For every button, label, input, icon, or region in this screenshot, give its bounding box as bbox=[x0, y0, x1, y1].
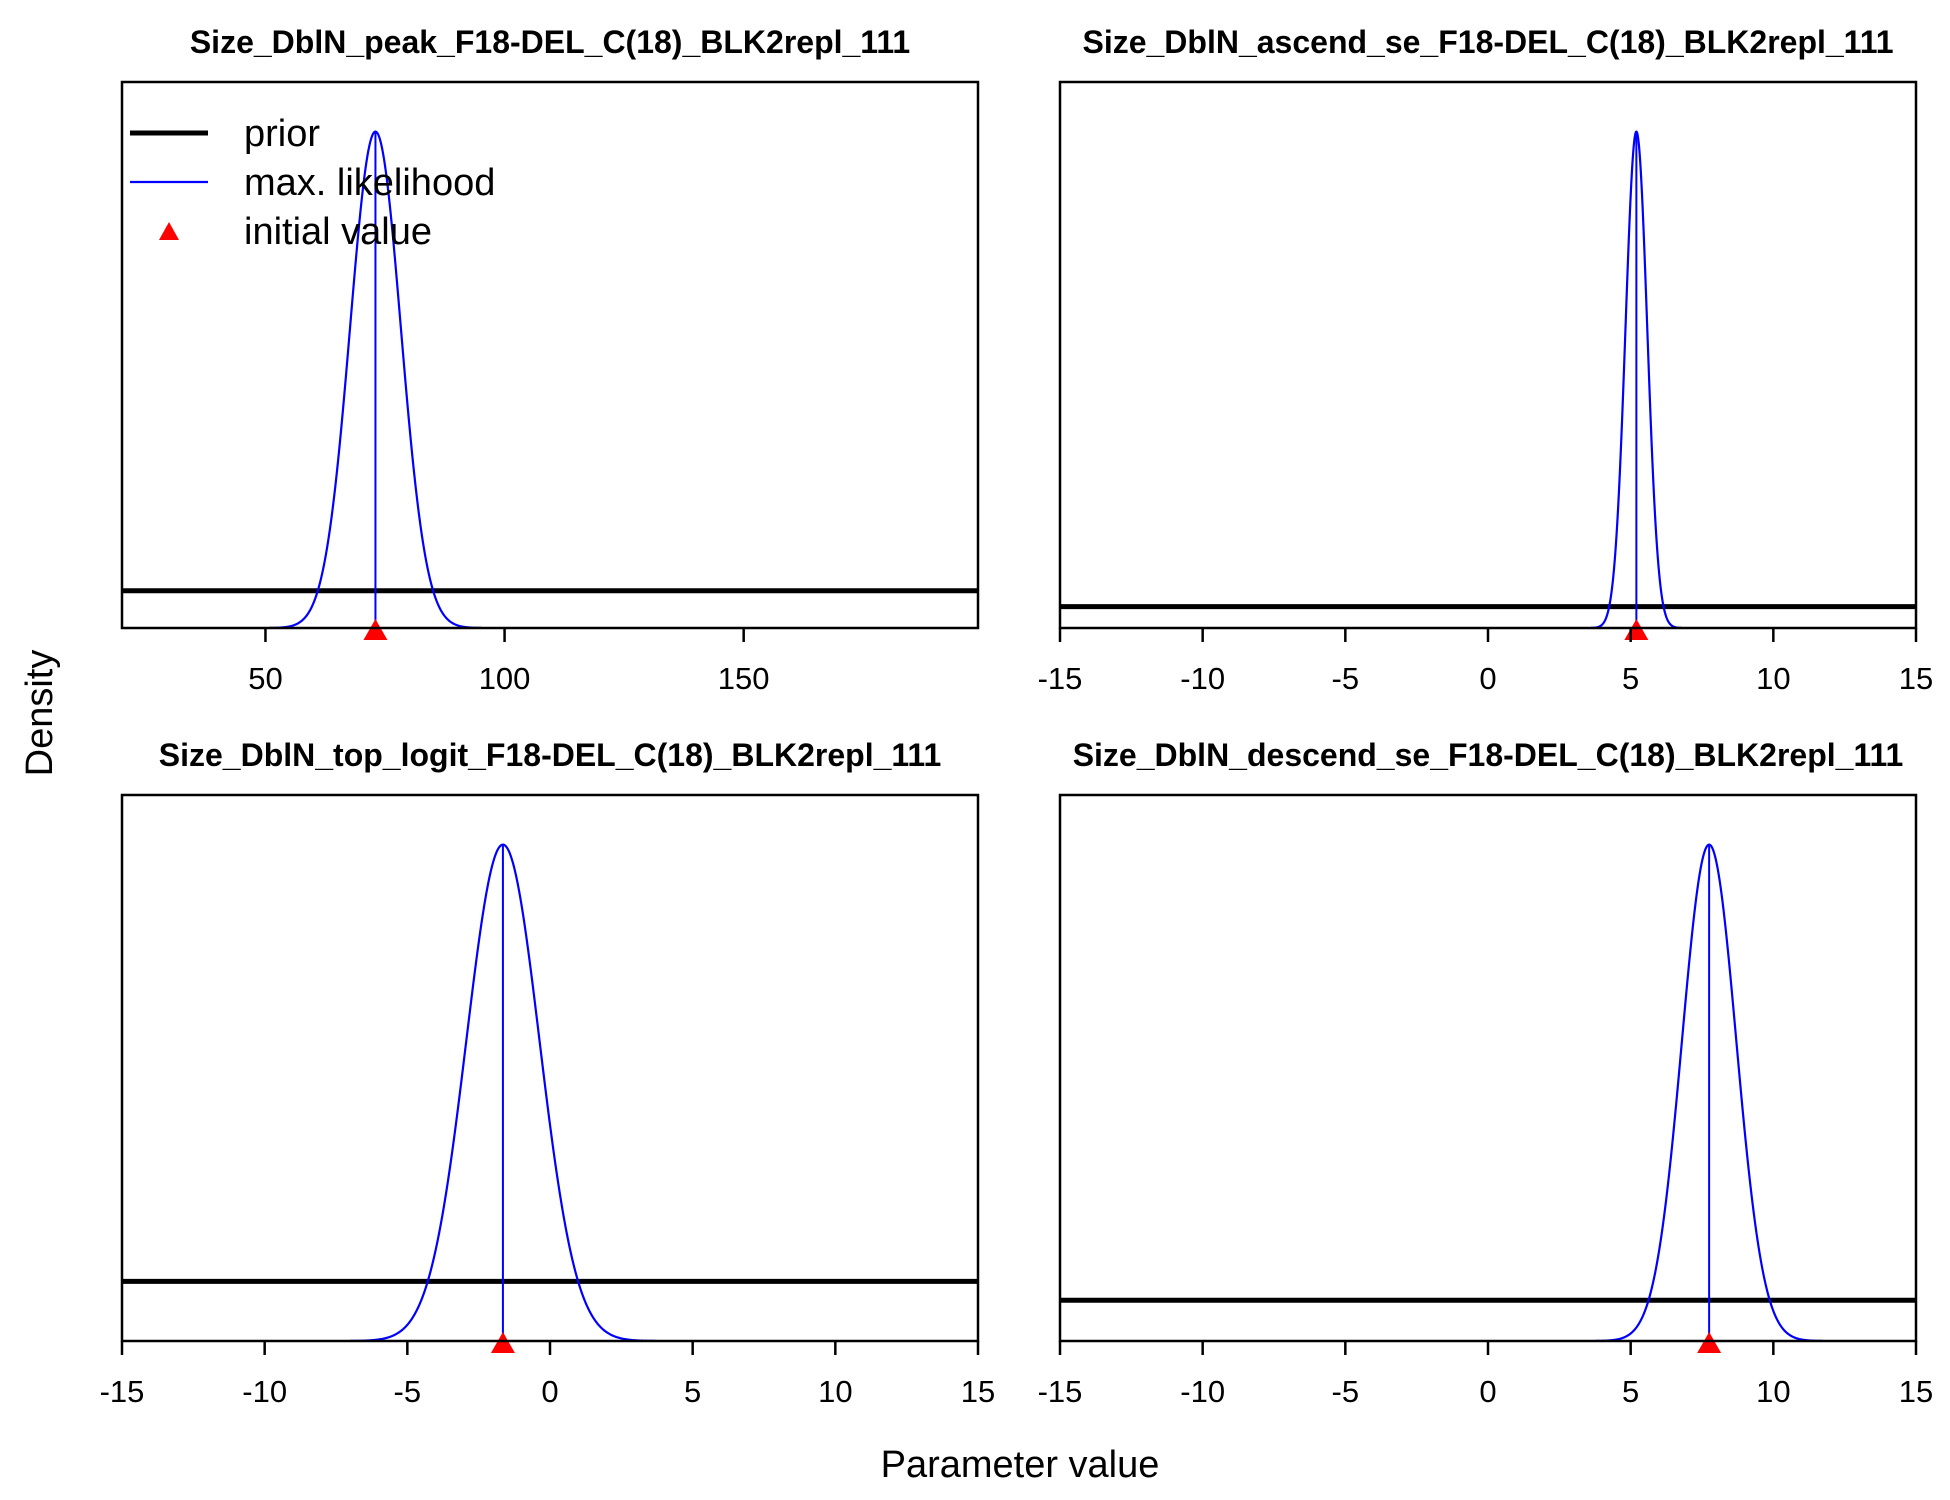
initial-value-marker bbox=[363, 619, 388, 640]
x-tick-label: -15 bbox=[1038, 661, 1083, 696]
panel-title: Size_DblN_descend_se_F18-DEL_C(18)_BLK2r… bbox=[1073, 737, 1904, 773]
x-tick-label: -5 bbox=[1332, 1374, 1360, 1409]
panel-4: Size_DblN_descend_se_F18-DEL_C(18)_BLK2r… bbox=[1038, 737, 1934, 1409]
y-axis-label: Density bbox=[19, 650, 61, 777]
x-tick-label: -15 bbox=[1038, 1374, 1083, 1409]
x-tick-label: 100 bbox=[479, 661, 531, 696]
x-tick-label: 10 bbox=[1756, 661, 1790, 696]
x-tick-label: 10 bbox=[1756, 1374, 1790, 1409]
x-tick-label: 5 bbox=[1622, 661, 1639, 696]
x-tick-label: -10 bbox=[1180, 661, 1225, 696]
x-tick-label: 0 bbox=[1479, 1374, 1496, 1409]
initial-value-marker bbox=[1697, 1332, 1722, 1353]
x-tick-label: -10 bbox=[242, 1374, 287, 1409]
panel-frame bbox=[1058, 80, 1918, 630]
panel-2: Size_DblN_ascend_se_F18-DEL_C(18)_BLK2re… bbox=[1038, 24, 1934, 696]
legend-label: max. likelihood bbox=[244, 162, 495, 204]
legend-label: prior bbox=[244, 113, 320, 155]
x-tick-label: 15 bbox=[1899, 661, 1933, 696]
x-tick-label: -10 bbox=[1180, 1374, 1225, 1409]
x-tick-label: 10 bbox=[818, 1374, 852, 1409]
legend-label: initial value bbox=[244, 211, 432, 253]
panel-title: Size_DblN_ascend_se_F18-DEL_C(18)_BLK2re… bbox=[1082, 24, 1893, 60]
x-tick-label: 15 bbox=[1899, 1374, 1933, 1409]
x-tick-label: 150 bbox=[718, 661, 770, 696]
panel-3: Size_DblN_top_logit_F18-DEL_C(18)_BLK2re… bbox=[100, 737, 996, 1409]
x-tick-label: 5 bbox=[684, 1374, 701, 1409]
x-tick-label: -5 bbox=[1332, 661, 1360, 696]
panels: Size_DblN_peak_F18-DEL_C(18)_BLK2repl_11… bbox=[100, 24, 1934, 1409]
x-tick-label: -5 bbox=[394, 1374, 422, 1409]
x-tick-label: 0 bbox=[541, 1374, 558, 1409]
x-tick-label: 15 bbox=[961, 1374, 995, 1409]
panel-title: Size_DblN_top_logit_F18-DEL_C(18)_BLK2re… bbox=[159, 737, 941, 773]
panel-frame bbox=[120, 793, 980, 1343]
x-tick-label: 0 bbox=[1479, 661, 1496, 696]
legend: prior max. likelihood initial value bbox=[130, 113, 495, 253]
panel-frame bbox=[120, 80, 980, 630]
x-tick-label: 50 bbox=[248, 661, 282, 696]
initial-value-marker bbox=[490, 1332, 515, 1353]
x-tick-label: 5 bbox=[1622, 1374, 1639, 1409]
x-tick-label: -15 bbox=[100, 1374, 145, 1409]
panel-1: Size_DblN_peak_F18-DEL_C(18)_BLK2repl_11… bbox=[120, 24, 980, 696]
initial-value-marker bbox=[1624, 619, 1649, 640]
panel-title: Size_DblN_peak_F18-DEL_C(18)_BLK2repl_11… bbox=[190, 24, 910, 60]
panel-frame bbox=[1058, 793, 1918, 1343]
x-axis-label: Parameter value bbox=[881, 1444, 1160, 1486]
legend-initial-value-swatch bbox=[159, 222, 179, 240]
